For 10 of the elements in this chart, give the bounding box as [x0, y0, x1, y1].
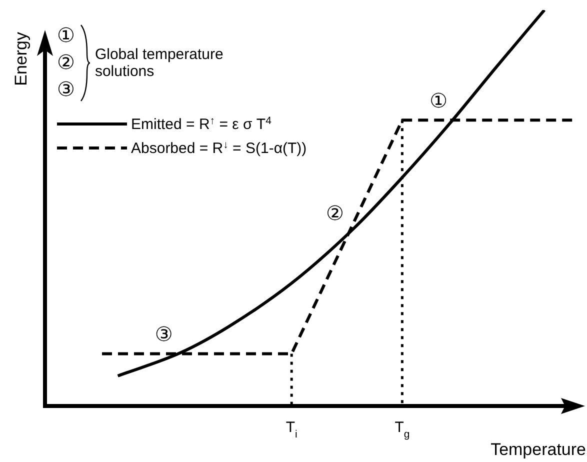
annotation: ①: [430, 88, 448, 112]
text: ①: [57, 22, 75, 49]
legend-label: Absorbed = R↓ = S(1-α(T)): [131, 138, 307, 157]
y-axis-title: Energy: [12, 32, 31, 86]
text: ②: [57, 49, 75, 76]
annotation: ②: [326, 200, 344, 225]
annotation: ③: [154, 322, 173, 346]
text: ③: [57, 76, 75, 103]
annotation: Global temperature solutions: [94, 46, 224, 80]
x-axis-title: Temperature: [490, 440, 586, 459]
